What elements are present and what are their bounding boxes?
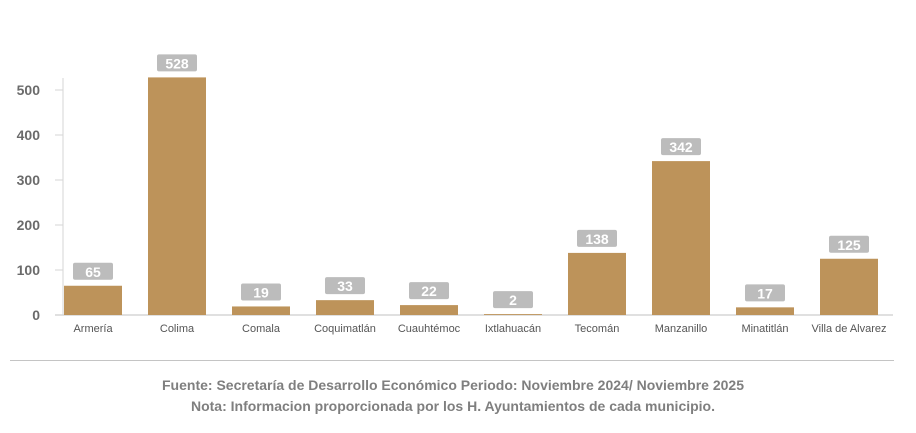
y-tick-label: 400 — [17, 127, 41, 143]
x-tick-label: Ixtlahuacán — [485, 323, 541, 335]
bar-7 — [652, 161, 710, 315]
y-tick-label: 300 — [17, 172, 41, 188]
data-label-bg — [577, 229, 617, 247]
data-label-bg — [325, 277, 365, 295]
x-tick-label: Manzanillo — [655, 323, 708, 335]
data-label-bg — [745, 284, 785, 302]
x-tick-label: Villa de Alvarez — [811, 323, 886, 335]
divider — [10, 360, 894, 361]
bar-chart: 0 100 200 300 400 500 65 Armería 528 Colima 19 Coma… — [17, 54, 893, 335]
data-label: 65 — [85, 264, 101, 280]
y-tick-label: 100 — [17, 262, 41, 278]
bar-5 — [484, 314, 542, 315]
bar-9 — [820, 258, 878, 315]
data-label-bg — [157, 54, 197, 72]
bar-0 — [64, 285, 122, 315]
x-tick-label: Armería — [73, 323, 113, 335]
bar-4 — [400, 305, 458, 315]
data-label-bg — [493, 291, 533, 309]
data-label-bg — [73, 262, 113, 280]
bar-8 — [736, 307, 794, 315]
data-label: 2 — [509, 292, 517, 308]
data-label: 33 — [337, 278, 353, 294]
bar-3 — [316, 300, 374, 315]
data-label: 138 — [585, 231, 609, 247]
data-label-bg — [661, 138, 701, 156]
data-label-bg — [241, 283, 281, 301]
x-tick-label: Tecomán — [575, 323, 620, 335]
bar-6 — [568, 252, 626, 315]
footer-source: Fuente: Secretaría de Desarrollo Económi… — [162, 377, 744, 393]
y-tick-label: 0 — [32, 307, 40, 323]
data-label: 125 — [837, 237, 861, 253]
x-tick-label: Comala — [242, 323, 281, 335]
bar-2 — [232, 306, 290, 315]
data-label: 342 — [669, 139, 693, 155]
data-label: 19 — [253, 284, 269, 300]
footer-note: Nota: Informacion proporcionada por los … — [190, 398, 715, 414]
data-label-bg — [829, 235, 869, 253]
y-tick-label: 200 — [17, 217, 41, 233]
data-label: 22 — [421, 283, 437, 299]
x-tick-label: Colima — [160, 323, 195, 335]
data-label: 17 — [757, 285, 773, 301]
x-tick-label: Cuauhtémoc — [398, 323, 461, 335]
data-label: 528 — [165, 55, 189, 71]
data-label-bg — [409, 282, 449, 300]
y-tick-label: 500 — [17, 82, 41, 98]
x-tick-label: Coquimatlán — [314, 323, 376, 335]
bar-1 — [148, 77, 206, 316]
x-tick-label: Minatitlán — [741, 323, 788, 335]
